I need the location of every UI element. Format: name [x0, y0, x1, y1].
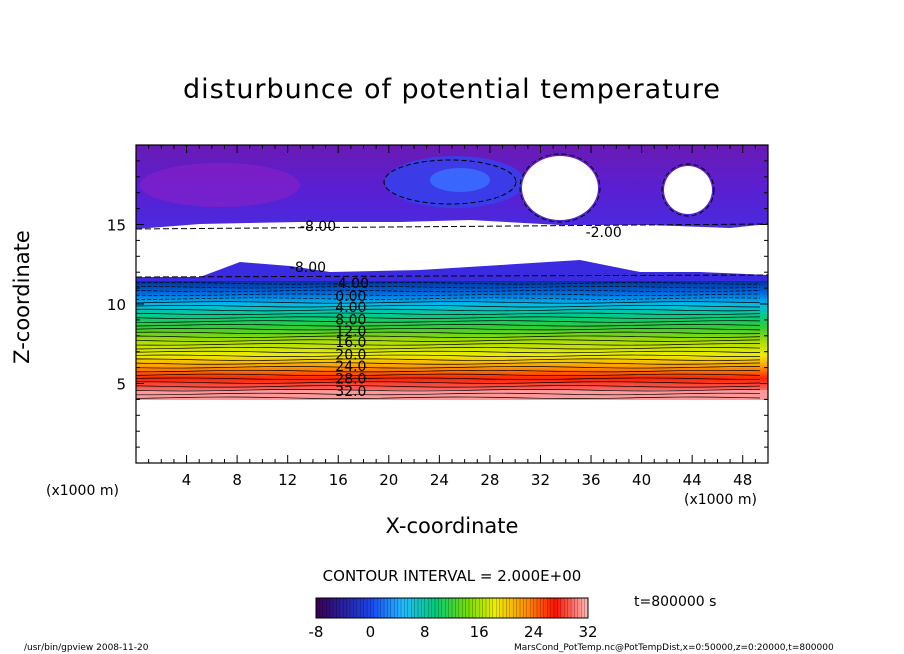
contour-line: [136, 274, 768, 278]
colorbar-ticks: -8 0 8 16 24 32: [309, 623, 598, 641]
contour-label: 4.00: [335, 300, 366, 316]
colorbar-stripes: [319, 598, 585, 618]
x-tick-label: 16: [329, 471, 348, 489]
x-tick-label: 12: [278, 471, 297, 489]
contour-label: -8.00: [290, 260, 326, 276]
footer-left: /usr/bin/gpview 2008-11-20: [24, 643, 149, 653]
contour-line: [136, 305, 761, 308]
contour-label: 28.0: [335, 372, 366, 388]
contour-label: 0.00: [335, 289, 366, 305]
y-axis-ticks: 5 10 15: [107, 144, 768, 464]
y-tick-label: 15: [107, 217, 126, 235]
contour-line: [519, 153, 601, 223]
contour-line: [136, 312, 761, 316]
x-axis-ticks: 4 8 12 16 20 24 28 32 36 40 44 48: [135, 145, 769, 489]
y-tick-label: 5: [116, 376, 126, 394]
contour-line: [136, 354, 761, 357]
contour-label: -4.00: [333, 276, 369, 292]
chart-title: disturbunce of potential temperature: [183, 74, 721, 105]
x-tick-label: 48: [733, 471, 752, 489]
x-tick-label: 4: [182, 471, 192, 489]
missing-region: [664, 166, 712, 214]
contour-line: [136, 381, 761, 384]
x-tick-label: 32: [531, 471, 550, 489]
x-tick-label: 40: [632, 471, 651, 489]
colorbar-tick-label: -8: [309, 623, 324, 641]
contour-line: [136, 335, 761, 338]
contour-line: [136, 331, 761, 335]
contour-line: [136, 350, 761, 354]
colorbar-tick-label: 24: [524, 623, 543, 641]
x-unit-left: (x1000 m): [46, 483, 119, 499]
x-axis-label: X-coordinate: [385, 514, 519, 538]
contour-label: 24.0: [335, 359, 366, 375]
contour-line: [661, 163, 715, 217]
contour-line: [136, 223, 768, 230]
contour-label: 8.00: [335, 313, 366, 329]
x-tick-label: 44: [683, 471, 702, 489]
contour-line: [136, 320, 761, 323]
colorbar-tick-label: 16: [470, 623, 489, 641]
x-tick-label: 20: [379, 471, 398, 489]
missing-region: [136, 220, 768, 277]
contour-line: [136, 293, 761, 296]
color-bands: [136, 281, 768, 397]
x-tick-label: 24: [430, 471, 449, 489]
contour-line: [136, 347, 761, 350]
contour-label: 12.0: [335, 324, 366, 340]
contour-line: [136, 327, 761, 331]
contour-line: [136, 289, 761, 293]
x-unit-right: (x1000 m): [684, 492, 757, 508]
contour-line: [136, 308, 761, 312]
contour-line: [136, 377, 761, 380]
contour-line: [136, 297, 761, 300]
contour-interval-text: CONTOUR INTERVAL = 2.000E+00: [322, 567, 582, 585]
contour-line: [136, 369, 761, 373]
contour-line: [136, 366, 761, 369]
contour-line: [383, 159, 517, 205]
contour-label: 20.0: [335, 348, 366, 364]
contour-line: [136, 282, 761, 285]
colorbar-tick-label: 0: [366, 623, 376, 641]
contour-label: 16.0: [335, 335, 366, 351]
contour-line: [136, 362, 761, 365]
contour-line: [136, 301, 761, 304]
missing-region: [522, 156, 598, 220]
y-tick-label: 10: [107, 296, 126, 314]
contour-line: [136, 358, 761, 361]
colorbar-tick-label: 32: [578, 623, 597, 641]
contour-line: [136, 316, 761, 319]
x-tick-label: 36: [581, 471, 600, 489]
x-tick-label: 8: [232, 471, 242, 489]
colorbar-tick-label: 8: [420, 623, 430, 641]
x-tick-label: 28: [480, 471, 499, 489]
time-label: t=800000 s: [634, 594, 717, 610]
contour-lines: [136, 153, 768, 399]
contour-label: -8.00: [300, 219, 336, 235]
contour-label: 32.0: [335, 384, 366, 400]
contour-line: [136, 343, 761, 346]
contour-line: [136, 324, 761, 327]
contour-label: -2.00: [586, 225, 622, 241]
contour-labels: -8.00 -8.00 -2.00 -4.000.004.008.0012.016.0…: [290, 219, 622, 400]
contour-line: [136, 389, 761, 392]
heatmap-field: [136, 145, 768, 463]
contour-line: [136, 396, 761, 399]
contour-line: [136, 373, 761, 377]
footer-right: MarsCond_PotTemp.nc@PotTempDist,x=0:5000…: [514, 643, 834, 653]
contour-line: [136, 392, 761, 396]
contour-line: [136, 339, 761, 342]
contour-line: [136, 285, 761, 289]
contour-line: [136, 385, 761, 388]
y-axis-label: Z-coordinate: [10, 230, 34, 364]
